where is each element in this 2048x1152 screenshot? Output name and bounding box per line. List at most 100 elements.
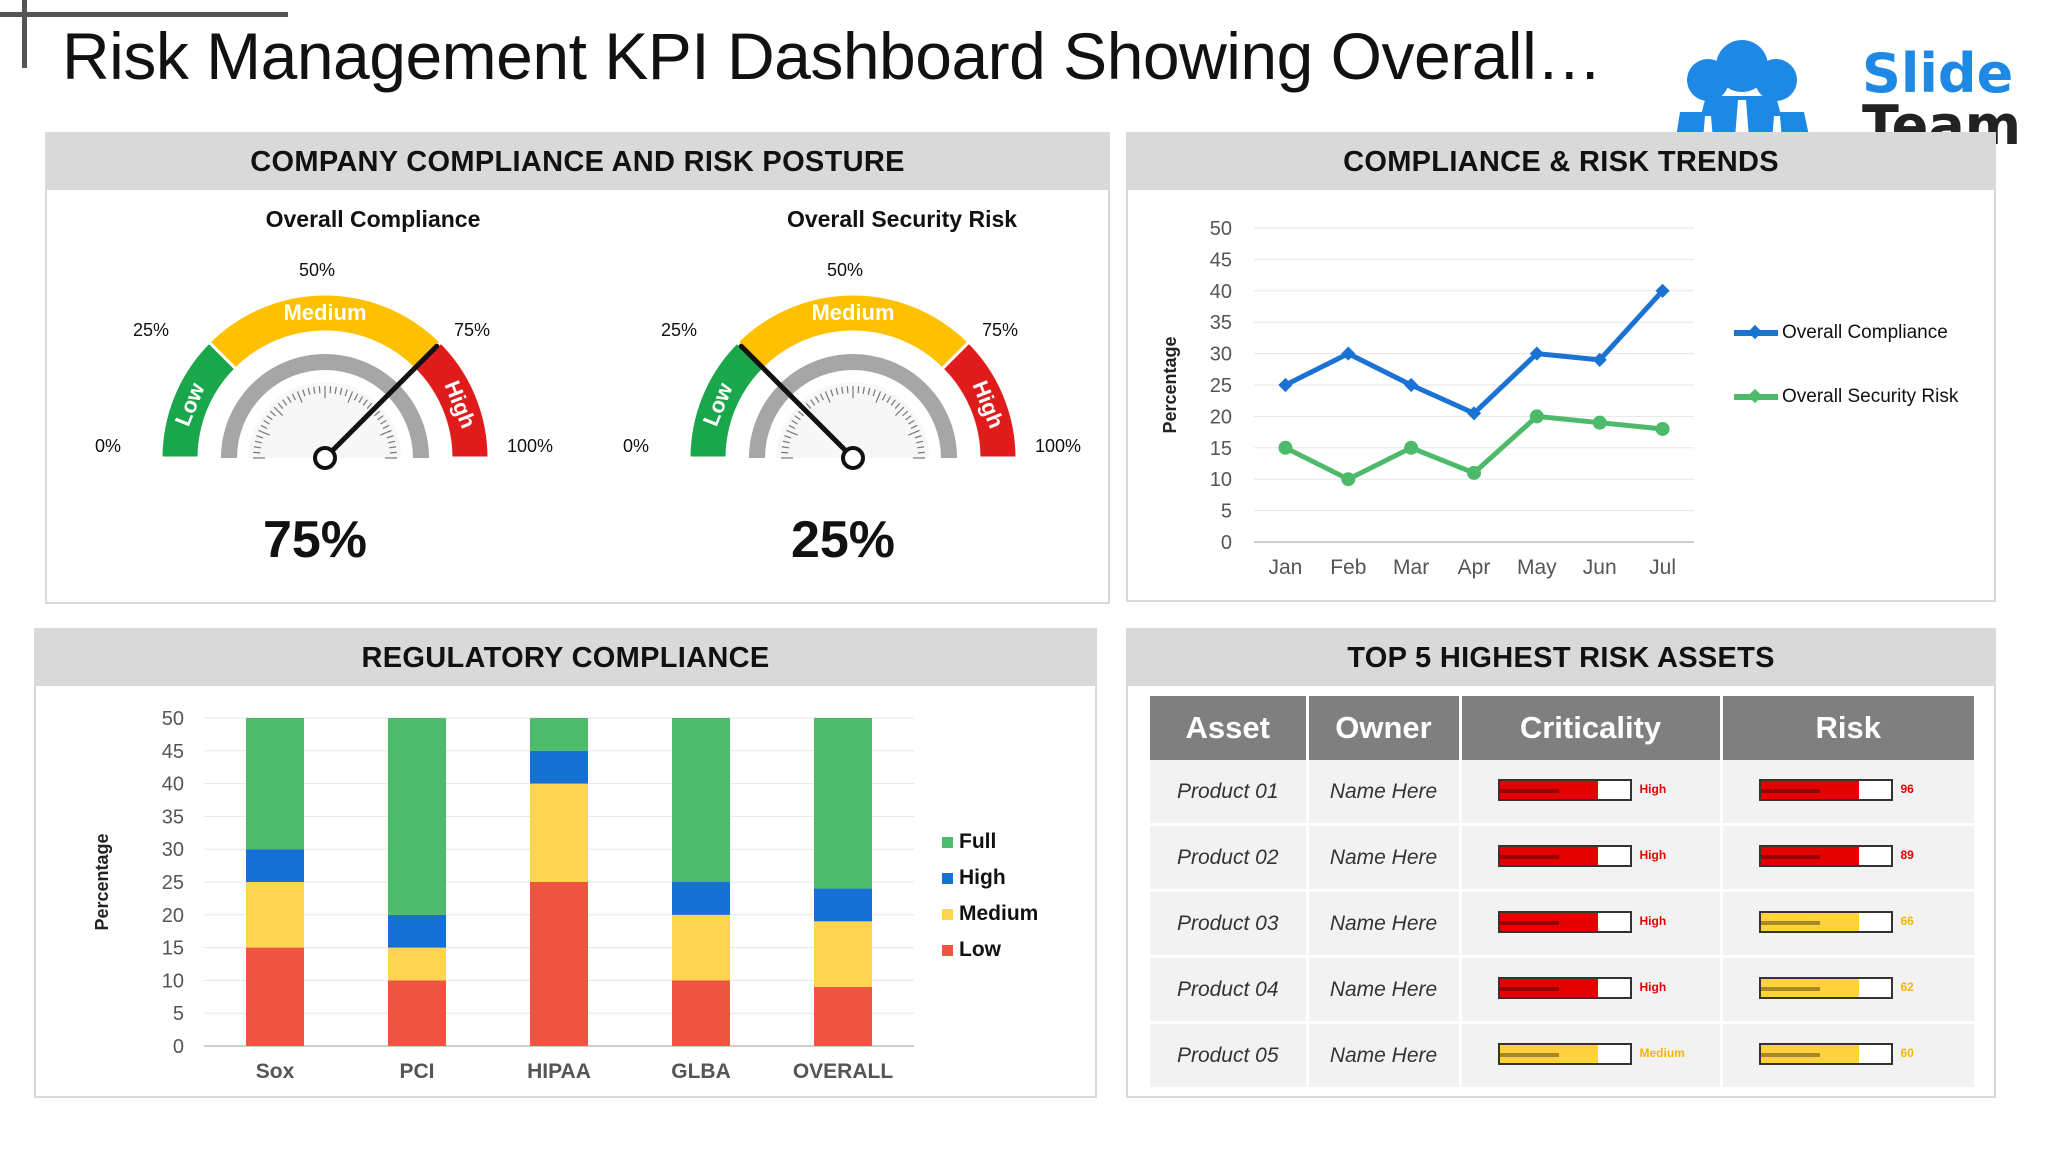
gauge2-label-75: 75% [982,320,1019,340]
bar-segment-high [672,882,730,915]
x-tick-label: Feb [1330,556,1366,579]
gauge-tick [782,440,790,444]
gauge-tick [254,440,262,444]
meter-shade [1760,921,1820,925]
risk-assets-table: Asset Owner Criticality Risk Product 01 N… [1150,696,1974,1090]
gauge-tick [380,429,392,436]
gauge-tick [389,451,397,454]
legend-swatch [942,944,953,956]
bar-segment-high [530,750,588,784]
logo-text-slide: Slide [1862,42,2013,105]
bar-segment-full [246,718,304,850]
x-tick-label: GLBA [671,1060,731,1083]
y-tick-label: 10 [162,970,184,992]
meter-fill [1499,847,1599,865]
bar-segment-high [388,914,446,948]
gauge-tick [914,435,922,439]
y-tick-label: 50 [1210,218,1232,240]
gauge-tick [374,410,381,417]
y-tick-label: 30 [1210,344,1232,366]
y-axis-title: Percentage [1160,336,1180,433]
y-tick-label: 5 [1221,501,1232,523]
legend-swatch [942,872,953,884]
gauge-band-high [411,339,491,460]
bar-segment-high [246,849,304,882]
y-tick-label: 40 [1210,281,1232,303]
meter-shade [1760,855,1820,859]
y-tick-label: 10 [1210,469,1232,491]
gauge-tick [353,393,359,401]
data-point [1529,346,1544,361]
gauge-tick [846,386,849,394]
level-meter [1497,845,1632,867]
y-tick-label: 25 [1210,375,1232,397]
y-tick-label: 45 [1210,249,1232,271]
gauge-tick [347,391,354,403]
y-tick-label: 0 [173,1036,184,1058]
gauge-tick [908,419,915,425]
x-tick-label: PCI [399,1060,434,1083]
compliance-posture-panel: COMPANY COMPLIANCE AND RISK POSTURE Over… [45,132,1110,604]
level-meter [1758,779,1893,801]
gauge-tick [260,424,268,430]
gauge-tick [296,391,303,403]
cell-owner: Name Here [1307,890,1462,958]
cell-risk: 96 [1721,760,1974,826]
compliance-posture-heading: COMPANY COMPLIANCE AND RISK POSTURE [47,134,1108,190]
meter-label: Medium [1639,1046,1685,1060]
cell-asset: Product 03 [1150,890,1309,958]
risk-assets-heading: TOP 5 HIGHEST RISK ASSETS [1128,630,1994,686]
gauge-tick [318,386,321,394]
gauge-tick [344,389,348,397]
meter-shade [1499,789,1559,793]
meter-fill [1760,781,1860,799]
cell-criticality: High [1460,956,1723,1024]
y-tick-label: 20 [1210,406,1232,428]
gauge-tick [910,424,918,430]
gauge-tick [857,386,860,394]
table-row: Product 04 Name Here High 62 [1150,956,1974,1024]
gauge-tick [819,393,825,401]
gauge-tick [835,387,839,395]
gauge2-label-100: 100% [1035,436,1082,456]
gauge-tick [917,446,925,449]
cell-criticality: High [1460,824,1723,892]
gauge-tick [895,406,905,416]
cell-asset: Product 05 [1150,1022,1309,1090]
y-tick-label: 45 [162,741,184,763]
bar-segment-medium [672,914,730,981]
level-meter [1497,779,1632,801]
gauge-tick [389,446,397,449]
gauge-tick [781,446,789,449]
meter-label: High [1639,914,1667,928]
x-tick-label: OVERALL [793,1060,894,1083]
x-tick-label: May [1517,556,1557,579]
legend-full: Full [942,830,996,854]
gauge-dial-face [777,382,929,458]
meter-shade [1499,921,1559,925]
meter-fill [1499,781,1599,799]
gauge-tick [875,391,882,403]
gauge-tick [273,406,283,416]
gauge-tick [862,386,865,394]
gauge-title-compliance: Overall Compliance [265,206,481,232]
gauge-tick [266,415,273,421]
legend-overall-compliance: Overall Compliance [1734,322,1948,344]
corner-decoration-horizontal [0,12,288,17]
gauge-tick [830,389,834,397]
gauge-value-security-risk: 25% [790,511,896,569]
y-tick-label: 0 [1221,532,1232,554]
cell-risk: 89 [1721,824,1974,892]
legend-label-security-risk: Overall Security Risk [1782,386,1959,407]
bar-segment-full [814,718,872,889]
level-meter [1497,911,1632,933]
gauge-band-high [939,339,1019,460]
trends-panel: COMPLIANCE & RISK TRENDS 0 5 10 15 20 25 30 35 4… [1126,132,1996,602]
gauge-tick [307,387,311,395]
meter-shade [1760,789,1820,793]
gauge-tick [253,451,261,454]
y-tick-label: 20 [162,905,184,927]
gauge-tick [269,410,276,417]
legend-label: High [959,866,1006,889]
